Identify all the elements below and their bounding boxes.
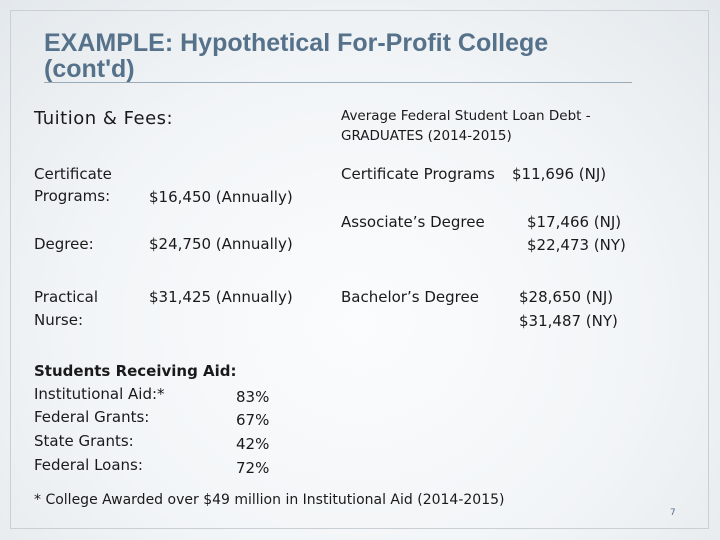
aid-value-state-grants: 42% bbox=[236, 435, 270, 453]
fee-value-certificate: $16,450 (Annually) bbox=[149, 188, 293, 206]
aid-heading: Students Receiving Aid: bbox=[34, 362, 237, 380]
fee-label-certificate-1: Certificate bbox=[34, 165, 112, 183]
fee-label-degree: Degree: bbox=[34, 235, 94, 253]
fee-label-nurse-2: Nurse: bbox=[34, 311, 83, 329]
fee-label-nurse-1: Practical bbox=[34, 288, 99, 306]
debt-heading-line-1: Average Federal Student Loan Debt - bbox=[341, 108, 591, 124]
aid-value-federal-grants: 67% bbox=[236, 411, 270, 429]
footnote: * College Awarded over $49 million in In… bbox=[34, 492, 505, 508]
title-divider bbox=[44, 82, 632, 83]
debt-value-certificate: $11,696 (NJ) bbox=[512, 165, 607, 183]
slide-frame bbox=[10, 10, 709, 529]
fee-value-nurse: $31,425 (Annually) bbox=[149, 288, 293, 306]
title-line-1: EXAMPLE: Hypothetical For-Profit College bbox=[44, 29, 549, 57]
aid-label-federal-loans: Federal Loans: bbox=[34, 456, 143, 474]
fee-label-certificate-2: Programs: bbox=[34, 187, 111, 205]
aid-label-state-grants: State Grants: bbox=[34, 432, 134, 450]
debt-label-certificate: Certificate Programs bbox=[341, 165, 495, 183]
aid-value-institutional: 83% bbox=[236, 388, 270, 406]
debt-label-associate: Associate’s Degree bbox=[341, 213, 485, 231]
debt-value-associate-ny: $22,473 (NY) bbox=[527, 236, 626, 254]
fee-value-degree: $24,750 (Annually) bbox=[149, 235, 293, 253]
slide-title: EXAMPLE: Hypothetical For-Profit College… bbox=[44, 30, 548, 82]
debt-heading-line-2: GRADUATES (2014-2015) bbox=[341, 128, 512, 144]
title-line-2: (cont'd) bbox=[44, 55, 135, 83]
aid-label-institutional: Institutional Aid:* bbox=[34, 385, 165, 403]
tuition-heading: Tuition & Fees: bbox=[34, 108, 174, 129]
page-number: 7 bbox=[670, 508, 676, 518]
aid-label-federal-grants: Federal Grants: bbox=[34, 408, 150, 426]
debt-label-bachelor: Bachelor’s Degree bbox=[341, 288, 479, 306]
debt-value-associate-nj: $17,466 (NJ) bbox=[527, 213, 622, 231]
debt-value-bachelor-ny: $31,487 (NY) bbox=[519, 312, 618, 330]
aid-value-federal-loans: 72% bbox=[236, 459, 270, 477]
debt-value-bachelor-nj: $28,650 (NJ) bbox=[519, 288, 614, 306]
